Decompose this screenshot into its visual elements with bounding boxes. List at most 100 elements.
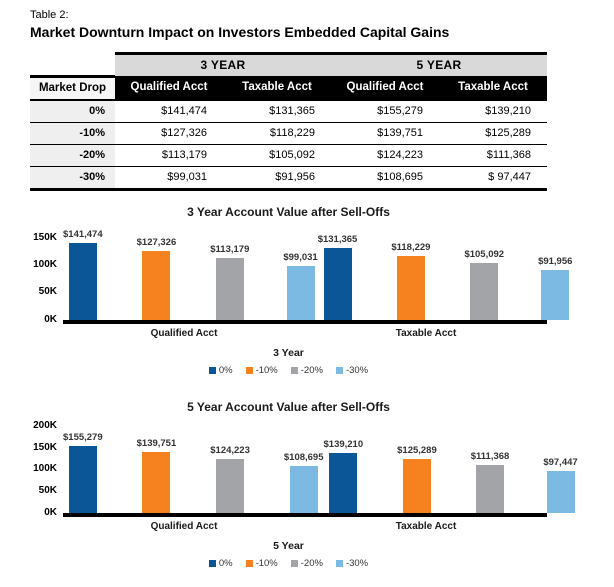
bar-unit-30-qualified-acct: $99,031 xyxy=(283,252,318,320)
legend-swatch-10 xyxy=(245,366,253,374)
chart-legend: 0% -10% -20% -30% xyxy=(30,558,547,569)
bar-value-label: $131,365 xyxy=(317,234,358,246)
column-header-taxable-acct-5yr: Taxable Acct xyxy=(439,76,547,101)
capital-gains-table: 3 YEAR 5 YEAR Market Drop Qualified Acct Tax… xyxy=(30,52,547,191)
legend-item-0: 0% xyxy=(208,364,233,376)
plot-canvas: $141,474 $127,326 $113,179 $99,031 $131,365 $… xyxy=(63,228,572,324)
bar-group-qualified-acct: $155,279 $139,751 $124,223 $108,695 xyxy=(63,423,324,513)
bar-30-taxable-acct xyxy=(541,269,570,320)
y-tick-label: 150K xyxy=(33,441,57,453)
bar-value-label: $139,751 xyxy=(136,438,177,450)
bar-value-label: $125,289 xyxy=(397,444,437,456)
category-label-qualified-acct: Qualified Acct xyxy=(150,520,218,532)
bar-value-label: $124,223 xyxy=(210,445,250,457)
value-cell: $155,279 xyxy=(331,99,439,122)
legend-label: -20% xyxy=(300,557,323,569)
table-row: 0% $141,474 $131,365 $155,279 $139,210 xyxy=(30,99,547,122)
chart-title: 3 Year Account Value after Sell-Offs xyxy=(187,204,390,219)
legend-label: -10% xyxy=(255,364,278,376)
bar-unit-20-taxable-acct: $111,368 xyxy=(471,451,509,513)
bar-unit-30-taxable-acct: $91,956 xyxy=(538,256,572,320)
bar-unit-30-qualified-acct: $108,695 xyxy=(284,452,324,513)
y-axis: 200K 150K 100K 50K 0K xyxy=(30,421,63,517)
bar-unit-0-qualified-acct: $141,474 xyxy=(63,229,103,320)
value-cell: $113,179 xyxy=(115,143,223,166)
legend-swatch-30 xyxy=(335,559,343,567)
y-axis: 150K 100K 50K 0K xyxy=(30,228,63,324)
y-tick-label: 0K xyxy=(44,506,57,518)
value-cell: $99,031 xyxy=(115,165,223,191)
bar-30-qualified-acct xyxy=(289,465,318,513)
bar-group-taxable-acct: $139,210 $125,289 $111,368 $97,447 xyxy=(324,423,578,513)
bar-20-taxable-acct xyxy=(470,262,499,320)
bar-unit-10-taxable-acct: $125,289 xyxy=(397,445,437,513)
bar-unit-10-qualified-acct: $139,751 xyxy=(136,438,177,513)
category-axis: Qualified Acct Taxable Acct xyxy=(63,517,547,532)
market-drop-cell: -10% xyxy=(30,121,115,144)
value-cell: $125,289 xyxy=(439,121,547,144)
group-header-5-year: 5 YEAR xyxy=(331,52,547,76)
plot-canvas: $155,279 $139,751 $124,223 $108,695 $139,210… xyxy=(63,423,578,517)
value-cell: $127,326 xyxy=(115,121,223,144)
legend-item-10: -10% xyxy=(245,558,278,569)
column-header-market-drop: Market Drop xyxy=(30,74,115,101)
legend-swatch-10 xyxy=(245,559,253,567)
bar-10-taxable-acct xyxy=(402,458,431,513)
legend-swatch-0 xyxy=(208,366,216,374)
bar-unit-0-taxable-acct: $131,365 xyxy=(317,234,358,320)
value-cell: $124,223 xyxy=(331,143,439,166)
y-tick-label: 50K xyxy=(38,484,57,496)
category-label-qualified-acct: Qualified Acct xyxy=(150,327,218,339)
bar-value-label: $155,279 xyxy=(63,431,103,443)
bar-30-qualified-acct xyxy=(286,265,315,320)
y-tick-label: 150K xyxy=(33,232,57,244)
plot-area: 150K 100K 50K 0K $141,474 $127,326 $113,179 $99… xyxy=(30,228,572,324)
bar-value-label: $118,229 xyxy=(391,241,431,253)
column-header-qualified-acct-5yr: Qualified Acct xyxy=(331,76,439,101)
bar-unit-0-qualified-acct: $155,279 xyxy=(63,432,103,513)
table-caption: Table 2: xyxy=(30,9,69,21)
bar-20-qualified-acct xyxy=(215,258,244,320)
legend-item-0: 0% xyxy=(208,557,233,569)
legend-label: -30% xyxy=(345,364,369,376)
bar-value-label: $127,326 xyxy=(136,236,177,248)
legend-label: 0% xyxy=(218,364,233,376)
y-tick-label: 100K xyxy=(33,463,57,475)
value-cell: $105,092 xyxy=(223,143,331,166)
value-cell: $91,956 xyxy=(223,165,331,191)
bar-0-taxable-acct xyxy=(329,452,358,513)
y-tick-label: 50K xyxy=(38,286,57,298)
bar-0-taxable-acct xyxy=(323,248,352,320)
legend-label: 0% xyxy=(218,557,233,569)
market-drop-cell: 0% xyxy=(30,99,115,122)
chart-legend: 0% -10% -20% -30% xyxy=(30,365,547,376)
table-head: 3 YEAR 5 YEAR Market Drop Qualified Acct Tax… xyxy=(30,52,547,101)
column-header-taxable-acct: Taxable Acct xyxy=(223,76,331,101)
column-header-qualified-acct: Qualified Acct xyxy=(115,76,223,101)
bar-group-qualified-acct: $141,474 $127,326 $113,179 $99,031 xyxy=(63,228,318,320)
legend-swatch-0 xyxy=(208,559,216,567)
market-drop-cell: -20% xyxy=(30,143,115,166)
bar-20-taxable-acct xyxy=(476,464,505,513)
value-cell: $131,365 xyxy=(223,99,331,122)
chart-3-year: 3 Year Account Value after Sell-Offs 150… xyxy=(30,204,572,376)
y-tick-label: 100K xyxy=(33,259,57,271)
bar-10-taxable-acct xyxy=(396,255,425,320)
bar-10-qualified-acct xyxy=(142,452,171,513)
bar-value-label: $91,956 xyxy=(538,255,573,267)
group-header-3-year: 3 YEAR xyxy=(115,52,331,76)
bar-10-qualified-acct xyxy=(142,250,171,320)
bar-unit-20-qualified-acct: $124,223 xyxy=(210,445,250,513)
bar-value-label: $141,474 xyxy=(63,228,103,240)
x-axis-title: 3 Year xyxy=(273,346,304,359)
value-cell: $108,695 xyxy=(331,165,439,191)
bar-value-label: $108,695 xyxy=(283,451,324,463)
bar-0-qualified-acct xyxy=(68,242,97,320)
y-tick-label: 0K xyxy=(44,313,57,325)
chart-5-year: 5 Year Account Value after Sell-Offs 200… xyxy=(30,400,578,569)
legend-item-20: -20% xyxy=(290,557,323,569)
legend-item-30: -30% xyxy=(335,558,368,569)
table-body: 0% $141,474 $131,365 $155,279 $139,210 -10% $1… xyxy=(30,99,547,191)
bar-value-label: $139,210 xyxy=(323,438,364,450)
